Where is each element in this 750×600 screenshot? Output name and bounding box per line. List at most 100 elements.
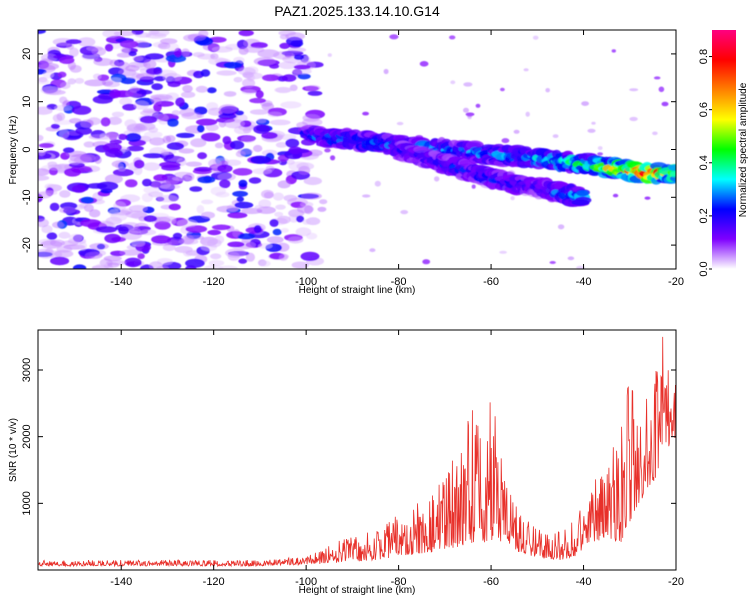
heatmap-cell bbox=[159, 161, 181, 168]
heatmap-cell bbox=[189, 186, 203, 192]
heatmap-cell bbox=[227, 241, 245, 248]
heatmap-cell bbox=[223, 61, 242, 69]
heatmap-cell bbox=[256, 118, 267, 124]
heatmap-cell bbox=[40, 62, 59, 70]
heatmap-cell bbox=[269, 119, 291, 126]
heatmap-cell bbox=[176, 219, 198, 228]
heatmap-cell bbox=[304, 205, 313, 215]
spectrogram-heatmap bbox=[38, 30, 676, 269]
figure-title: PAZ1.2025.133.14.10.G14 bbox=[274, 3, 440, 19]
heatmap-cell bbox=[249, 97, 266, 104]
heatmap-cell bbox=[261, 74, 280, 82]
heatmap-cell bbox=[552, 134, 559, 139]
heatmap-cell bbox=[181, 234, 195, 245]
heatmap-cell bbox=[300, 251, 320, 261]
heatmap-cell bbox=[160, 150, 170, 156]
heatmap-cell bbox=[243, 46, 265, 53]
heatmap-cell bbox=[115, 162, 124, 169]
heatmap-cell bbox=[253, 57, 276, 66]
heatmap-cell bbox=[217, 164, 233, 173]
heatmap-cell bbox=[302, 114, 321, 122]
heatmap-cell bbox=[330, 155, 336, 161]
heatmap-cell bbox=[103, 255, 122, 262]
heatmap-cell bbox=[307, 90, 323, 96]
heatmap-cell bbox=[117, 133, 128, 141]
heatmap-cell bbox=[148, 126, 159, 133]
spectrogram-x-ticks: -140 -120 -100 -80 -60 -40 -20 bbox=[110, 30, 684, 288]
heatmap-cell bbox=[179, 107, 196, 117]
heatmap-cell bbox=[296, 215, 305, 223]
heatmap-cell bbox=[66, 43, 74, 50]
heatmap-cell bbox=[89, 243, 109, 250]
heatmap-cell bbox=[172, 232, 183, 239]
heatmap-cell bbox=[587, 128, 596, 133]
heatmap-cell bbox=[216, 205, 239, 213]
heatmap-cell bbox=[109, 89, 121, 99]
heatmap-cell bbox=[285, 159, 295, 165]
heatmap-cell bbox=[471, 184, 476, 189]
heatmap-cell bbox=[144, 131, 163, 139]
heatmap-cell bbox=[171, 176, 193, 182]
heatmap-cell bbox=[249, 109, 270, 115]
x-tick-label: -80 bbox=[391, 276, 407, 288]
heatmap-cell bbox=[549, 261, 556, 264]
heatmap-cell bbox=[162, 243, 176, 252]
heatmap-cell bbox=[223, 119, 245, 129]
x-tick-label: -140 bbox=[110, 576, 132, 588]
heatmap-cell bbox=[197, 176, 216, 184]
heatmap-cell bbox=[38, 143, 54, 148]
heatmap-cell bbox=[120, 208, 133, 215]
heatmap-cell bbox=[362, 194, 371, 198]
heatmap-cell bbox=[149, 137, 166, 146]
heatmap-cell bbox=[46, 232, 58, 240]
y-tick-label: -10 bbox=[21, 189, 33, 205]
heatmap-cell bbox=[207, 87, 217, 94]
heatmap-cell bbox=[305, 85, 321, 91]
heatmap-cell bbox=[214, 142, 224, 149]
heatmap-cell bbox=[195, 85, 208, 93]
heatmap-cell bbox=[273, 51, 295, 60]
heatmap-cell bbox=[211, 46, 233, 53]
heatmap-cell bbox=[38, 250, 55, 259]
heatmap-cell bbox=[118, 226, 129, 235]
heatmap-cell bbox=[201, 132, 221, 142]
heatmap-cell bbox=[168, 203, 181, 211]
heatmap-cell bbox=[104, 43, 114, 52]
heatmap-cell bbox=[156, 194, 179, 203]
heatmap-cell bbox=[159, 184, 181, 190]
heatmap-cell bbox=[74, 77, 85, 84]
heatmap-cell bbox=[232, 190, 249, 197]
heatmap-cell bbox=[154, 221, 171, 230]
heatmap-cell bbox=[140, 110, 159, 116]
x-tick-label: -60 bbox=[483, 276, 499, 288]
heatmap-cell bbox=[211, 224, 231, 231]
heatmap-cell bbox=[96, 181, 119, 191]
heatmap-cell bbox=[151, 83, 163, 91]
heatmap-cell bbox=[241, 135, 256, 143]
heatmap-cell bbox=[668, 164, 676, 171]
heatmap-cell bbox=[302, 219, 311, 225]
y-tick-label: 2000 bbox=[21, 424, 33, 448]
heatmap-cell bbox=[581, 101, 589, 106]
heatmap-cell bbox=[136, 89, 153, 95]
heatmap-cell bbox=[38, 134, 44, 142]
heatmap-cell bbox=[292, 68, 312, 75]
heatmap-cell bbox=[201, 199, 214, 205]
spectrogram-y-axis-title: Frequency (Hz) bbox=[8, 116, 19, 185]
heatmap-cell bbox=[126, 145, 144, 152]
heatmap-cell bbox=[208, 158, 222, 169]
heatmap-cell bbox=[629, 116, 638, 122]
heatmap-cell bbox=[241, 89, 257, 95]
heatmap-cell bbox=[225, 248, 247, 258]
heatmap-cell bbox=[324, 148, 331, 153]
heatmap-cell bbox=[396, 121, 404, 126]
heatmap-cell bbox=[95, 226, 118, 233]
heatmap-cell bbox=[182, 85, 193, 93]
heatmap-cell bbox=[38, 149, 46, 156]
heatmap-cell bbox=[166, 43, 180, 52]
heatmap-cell bbox=[108, 77, 122, 83]
heatmap-cell bbox=[285, 138, 300, 148]
heatmap-cell bbox=[238, 30, 254, 37]
heatmap-cell bbox=[69, 118, 82, 124]
